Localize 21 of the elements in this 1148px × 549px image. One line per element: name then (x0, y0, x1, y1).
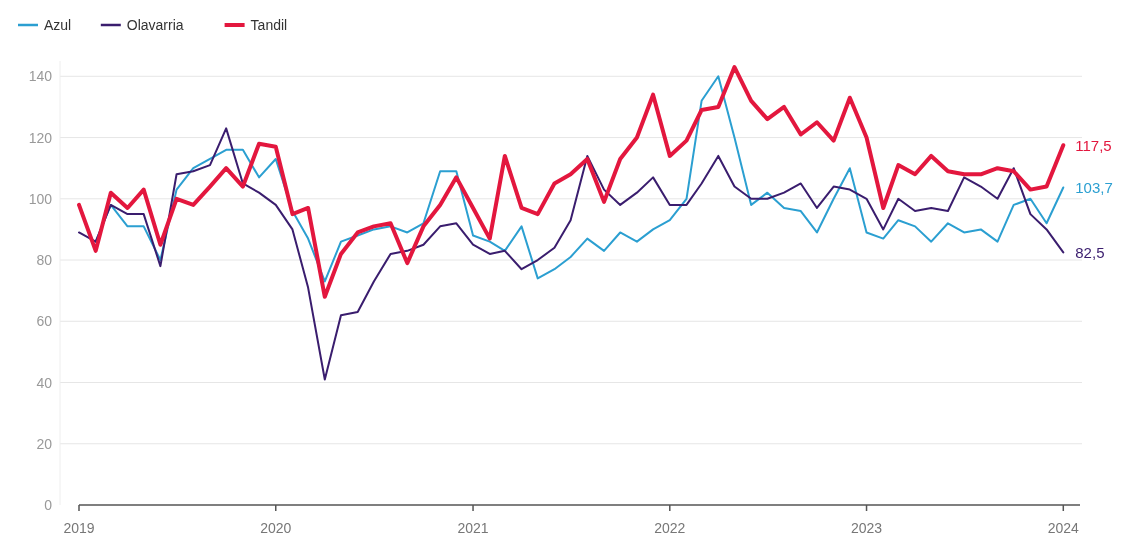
annotation: 103,7 (1075, 179, 1113, 197)
x-tick-label: 2019 (63, 520, 95, 536)
y-tick-label: 140 (28, 68, 53, 85)
x-tick-label: 2022 (654, 520, 686, 536)
y-tick-label: 40 (36, 374, 53, 391)
legend-label: Olavarria (126, 17, 184, 33)
x-tick-label: 2023 (850, 520, 883, 536)
y-tick-label: 0 (44, 497, 53, 513)
x-tick-label: 2024 (1047, 520, 1080, 536)
x-tick-label: 2020 (260, 520, 292, 536)
y-tick-label: 100 (28, 190, 53, 207)
y-tick-label: 60 (36, 313, 53, 330)
line-series (78, 127, 1065, 381)
legend-label: Azul (44, 17, 72, 33)
y-tick-label: 120 (28, 129, 53, 146)
legend-label: Tandil (250, 17, 288, 33)
annotation: 82,5 (1075, 244, 1105, 262)
y-tick-label: 20 (36, 435, 53, 452)
annotation: 117,5 (1075, 137, 1112, 155)
x-tick-label: 2021 (457, 520, 489, 536)
y-tick-label: 80 (36, 252, 53, 269)
